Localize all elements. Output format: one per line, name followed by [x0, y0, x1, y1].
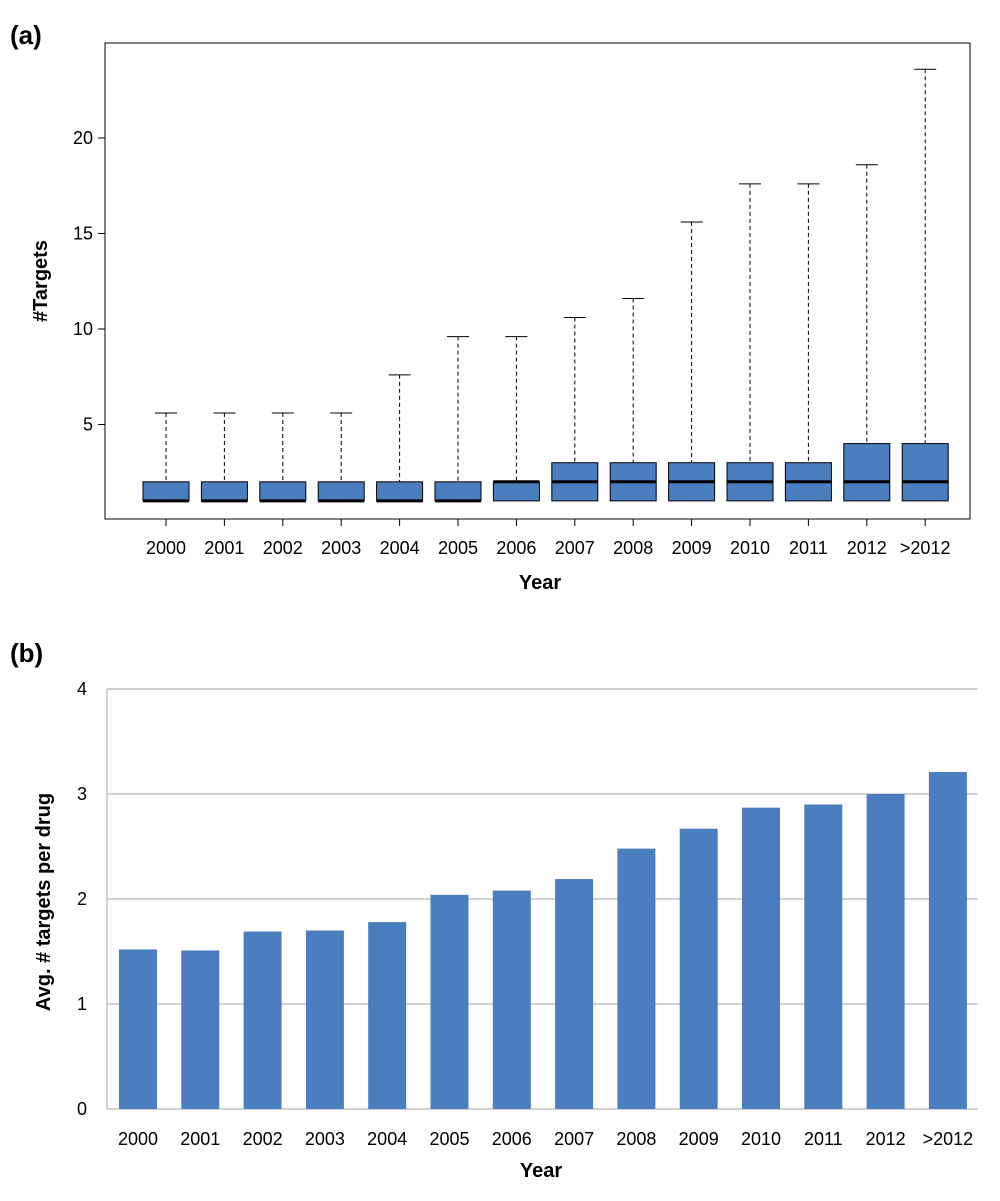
y-tick-label: 5 [83, 415, 93, 435]
x-tick-label: 2002 [263, 538, 303, 558]
box [376, 481, 424, 502]
x-tick-label: 2001 [180, 1129, 220, 1149]
bar [679, 828, 718, 1109]
x-tick-label: 2002 [243, 1129, 283, 1149]
x-tick-label: 2005 [438, 538, 478, 558]
bar [430, 894, 469, 1109]
x-tick-label: 2004 [367, 1129, 407, 1149]
panel-label-b: (b) [10, 638, 44, 668]
x-tick-label: 2007 [555, 538, 595, 558]
box [317, 481, 365, 502]
y-axis-title: #Targets [30, 240, 52, 322]
x-tick-label: 2010 [730, 538, 770, 558]
bar [368, 922, 407, 1109]
x-tick-label: 2009 [679, 1129, 719, 1149]
x-tick-label: 2012 [866, 1129, 906, 1149]
bar [555, 879, 594, 1109]
x-tick-label: 2011 [789, 538, 828, 558]
bar [804, 804, 843, 1109]
boxplot-chart: 5 10 15 20 2000 2001 2002 2003 2004 2005 2006 2007 2… [30, 42, 971, 594]
box [434, 481, 482, 502]
x-tick-label: 2010 [741, 1129, 781, 1149]
x-tick-label: 2000 [118, 1129, 158, 1149]
x-tick-label: 2012 [847, 538, 887, 558]
x-tick-label: >2012 [923, 1129, 974, 1149]
bar [617, 848, 656, 1109]
y-tick-label: 10 [73, 319, 93, 339]
x-tick-label: 2006 [492, 1129, 532, 1149]
bar [492, 890, 531, 1109]
x-tick-label: 2001 [204, 538, 244, 558]
x-tick-label: 2006 [496, 538, 536, 558]
bar-chart: 0 1 2 3 4 2000 2001 2002 2003 2004 2005 2006 2007 200… [33, 679, 978, 1182]
box [843, 443, 891, 502]
bar [866, 794, 905, 1109]
x-tick-label: 2008 [616, 1129, 656, 1149]
y-tick-label: 15 [73, 224, 93, 244]
box [200, 481, 248, 502]
bar [243, 931, 282, 1109]
y-tick-label: 2 [77, 889, 87, 909]
bar [742, 807, 780, 1109]
x-axis-title: Year [519, 572, 561, 594]
x-tick-label: 2007 [554, 1129, 594, 1149]
y-tick-label: 3 [77, 784, 87, 804]
x-tick-label: 2011 [804, 1129, 843, 1149]
x-tick-label: 2004 [380, 538, 420, 558]
bar [305, 930, 344, 1109]
x-tick-label: 2009 [672, 538, 712, 558]
x-tick-label: 2005 [429, 1129, 469, 1149]
x-tick-label: 2000 [146, 538, 186, 558]
box [901, 443, 949, 502]
box [492, 481, 540, 502]
x-tick-label: >2012 [900, 538, 951, 558]
x-axis-title: Year [520, 1160, 562, 1182]
bar [181, 950, 220, 1109]
x-tick-label: 2003 [321, 538, 361, 558]
plot-frame [104, 42, 971, 520]
bar [119, 949, 157, 1109]
y-tick-label: 1 [77, 994, 87, 1014]
y-tick-label: 20 [73, 128, 93, 148]
y-tick-label: 0 [77, 1099, 87, 1119]
box [142, 481, 190, 502]
y-tick-label: 4 [77, 679, 87, 699]
y-axis-title: Avg. # targets per drug [33, 793, 55, 1011]
x-tick-label: 2003 [305, 1129, 345, 1149]
x-tick-label: 2008 [613, 538, 653, 558]
box [259, 481, 307, 502]
bar [928, 771, 967, 1109]
panel-label-a: (a) [10, 20, 42, 50]
